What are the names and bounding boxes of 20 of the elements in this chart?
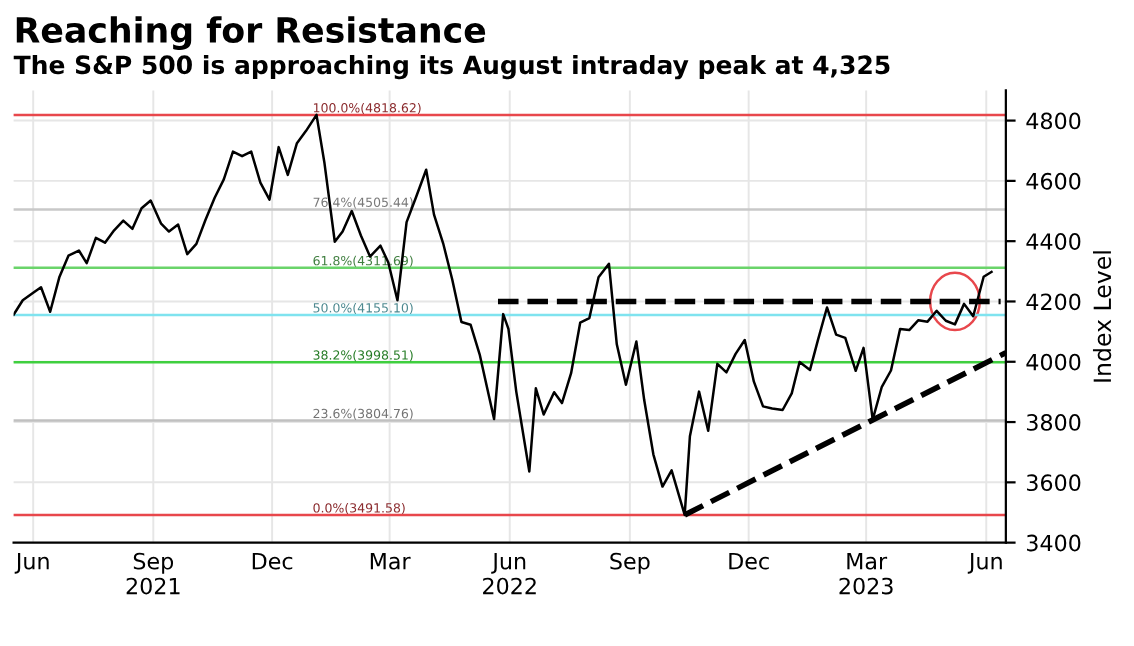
x-tick-label: Dec bbox=[252, 553, 293, 570]
x-tick-label: Sep 2021 bbox=[126, 552, 180, 595]
y-tick-label: 4400 bbox=[1026, 233, 1081, 250]
y-tick-label: 3400 bbox=[1027, 534, 1081, 552]
y-tick-label: 3600 bbox=[1027, 474, 1081, 492]
y-tick-label: 4800 bbox=[1026, 112, 1081, 130]
x-tick-label: Mar bbox=[370, 553, 411, 570]
y-tick-label: 4600 bbox=[1026, 172, 1081, 190]
y-axis-title: Index Level bbox=[1092, 251, 1112, 382]
y-tick-label: 4000 bbox=[1026, 353, 1081, 371]
x-tick-label: Mar 2023 bbox=[839, 553, 893, 595]
x-tick-label: Jun 2022 bbox=[483, 553, 536, 595]
chart-subtitle: The S&P 500 is approaching its August intraday peak at 4,325 bbox=[13, 54, 890, 80]
x-tick-label: Jun bbox=[14, 553, 49, 574]
x-tick-label: Sep bbox=[610, 552, 650, 574]
y-tick-label: 4200 bbox=[1026, 293, 1081, 311]
y-tick-label: 3800 bbox=[1027, 414, 1081, 431]
chart-title: Reaching for Resistance bbox=[16, 16, 486, 51]
x-tick-label: Dec bbox=[729, 553, 769, 570]
x-tick-label: Jun bbox=[967, 553, 1002, 574]
